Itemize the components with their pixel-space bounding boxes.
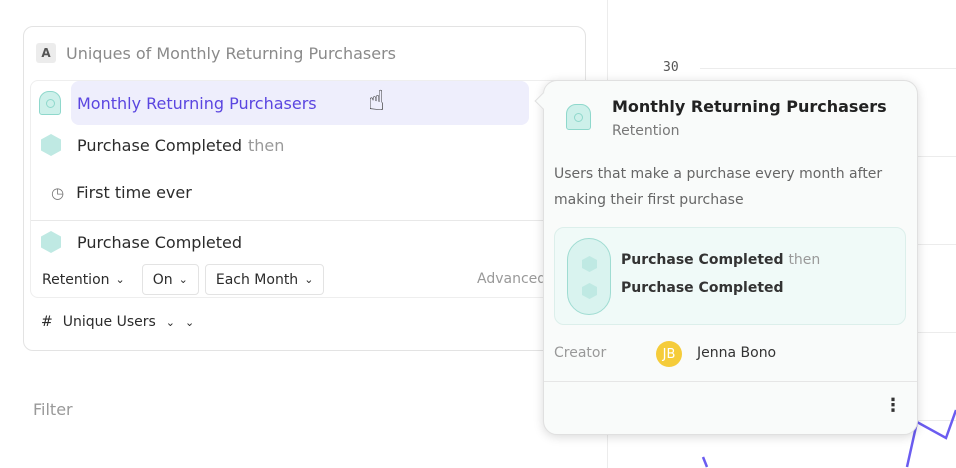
query-letter-badge: A bbox=[36, 43, 56, 63]
each-month-label: Each Month bbox=[215, 271, 299, 288]
hand-cursor-icon: ☝ bbox=[368, 84, 386, 117]
event-icon bbox=[582, 283, 597, 299]
retention-dropdown[interactable]: Retention ⌄ bbox=[31, 264, 136, 295]
cohort-name[interactable]: Monthly Returning Purchasers bbox=[77, 93, 317, 113]
avatar: JB bbox=[656, 341, 682, 367]
each-month-dropdown[interactable]: Each Month ⌄ bbox=[204, 264, 325, 295]
retention-label: Retention bbox=[42, 271, 110, 288]
popover-step1: Purchase Completed bbox=[621, 252, 784, 268]
separator bbox=[31, 220, 589, 221]
event-icon bbox=[582, 256, 597, 272]
cohort-steps: Purchase Completed then Purchase Complet… bbox=[554, 227, 906, 325]
step2-event[interactable]: Purchase Completed bbox=[77, 232, 243, 252]
popover-subtitle: Retention bbox=[612, 123, 680, 139]
steps-pill bbox=[567, 238, 611, 315]
hash-icon: # bbox=[41, 314, 53, 330]
cohort-highlight[interactable] bbox=[71, 81, 529, 125]
clock-icon: ◷ bbox=[51, 183, 65, 202]
step1-suffix: then bbox=[248, 135, 285, 155]
popover-title: Monthly Returning Purchasers bbox=[612, 97, 887, 116]
query-card: A Uniques of Monthly Returning Purchaser… bbox=[23, 26, 590, 351]
advanced-button[interactable]: Advanced bbox=[477, 271, 547, 287]
more-options-icon[interactable]: ⋮ bbox=[884, 395, 902, 416]
cohort-icon bbox=[566, 104, 591, 130]
creator-name: Jenna Bono bbox=[697, 345, 777, 361]
cohort-block: Monthly Returning Purchasers Purchase Co… bbox=[30, 80, 590, 298]
separator bbox=[544, 381, 917, 382]
chevron-down-icon: ⌄ bbox=[115, 273, 125, 286]
on-dropdown[interactable]: On ⌄ bbox=[141, 264, 199, 295]
filter-label[interactable]: Filter bbox=[33, 400, 73, 419]
popover-description: Users that make a purchase every month a… bbox=[554, 166, 883, 208]
step1-event[interactable]: Purchase Completed bbox=[77, 135, 243, 155]
event-icon bbox=[41, 134, 61, 156]
on-label: On bbox=[152, 271, 173, 288]
popover-step1-suffix: then bbox=[788, 252, 821, 268]
chevron-down-icon: ⌄ bbox=[304, 273, 314, 286]
popover-step2: Purchase Completed bbox=[621, 280, 784, 296]
gridline bbox=[700, 68, 956, 69]
cohort-icon bbox=[39, 91, 61, 115]
series-line-segment bbox=[701, 456, 709, 468]
query-title[interactable]: Uniques of Monthly Returning Purchasers bbox=[66, 43, 397, 63]
y-tick-label: 30 bbox=[663, 60, 679, 75]
series-line-segment bbox=[905, 409, 956, 468]
first-time-label[interactable]: First time ever bbox=[76, 183, 192, 202]
chevron-down-icon: ⌄ bbox=[178, 273, 188, 286]
cohort-popover: Monthly Returning Purchasers Retention U… bbox=[534, 80, 918, 435]
event-icon bbox=[41, 231, 61, 253]
creator-label: Creator bbox=[554, 345, 607, 361]
measure-dropdown[interactable]: Unique Users bbox=[62, 314, 156, 330]
chevron-down-icon[interactable]: ⌄ bbox=[185, 315, 195, 329]
chevron-down-icon[interactable]: ⌄ bbox=[165, 315, 175, 329]
